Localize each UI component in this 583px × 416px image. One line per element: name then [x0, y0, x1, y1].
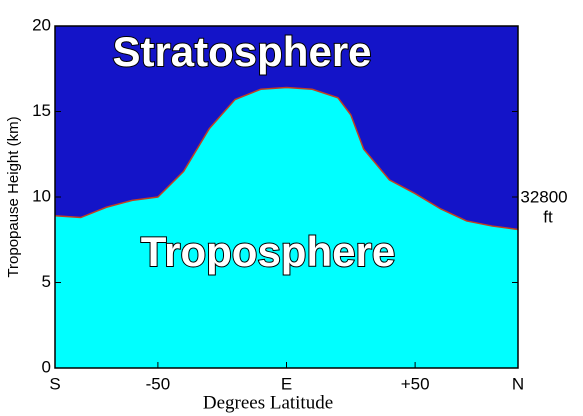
y-axis-label: Tropopause Height (km) — [5, 116, 22, 277]
x-tick-label: S — [49, 374, 60, 393]
area — [55, 87, 518, 368]
x-axis-label: Degrees Latitude — [203, 392, 333, 413]
annotation: 32800 — [520, 187, 567, 206]
region-label: Troposphere — [141, 228, 395, 275]
area-edge — [54, 86, 519, 231]
x-tick-label: N — [512, 374, 524, 393]
y-tick-label: 15 — [32, 101, 51, 120]
y-tick-label: 0 — [42, 357, 51, 376]
annotation: ft — [543, 207, 553, 226]
y-tick-label: 10 — [32, 186, 51, 205]
y-tick-label: 5 — [42, 272, 51, 291]
x-tick-label: +50 — [401, 374, 430, 393]
x-tick-label: -50 — [146, 374, 171, 393]
y-tick-label: 20 — [32, 15, 51, 34]
x-tick-label: E — [281, 374, 292, 393]
region-label: Stratosphere — [112, 28, 371, 75]
